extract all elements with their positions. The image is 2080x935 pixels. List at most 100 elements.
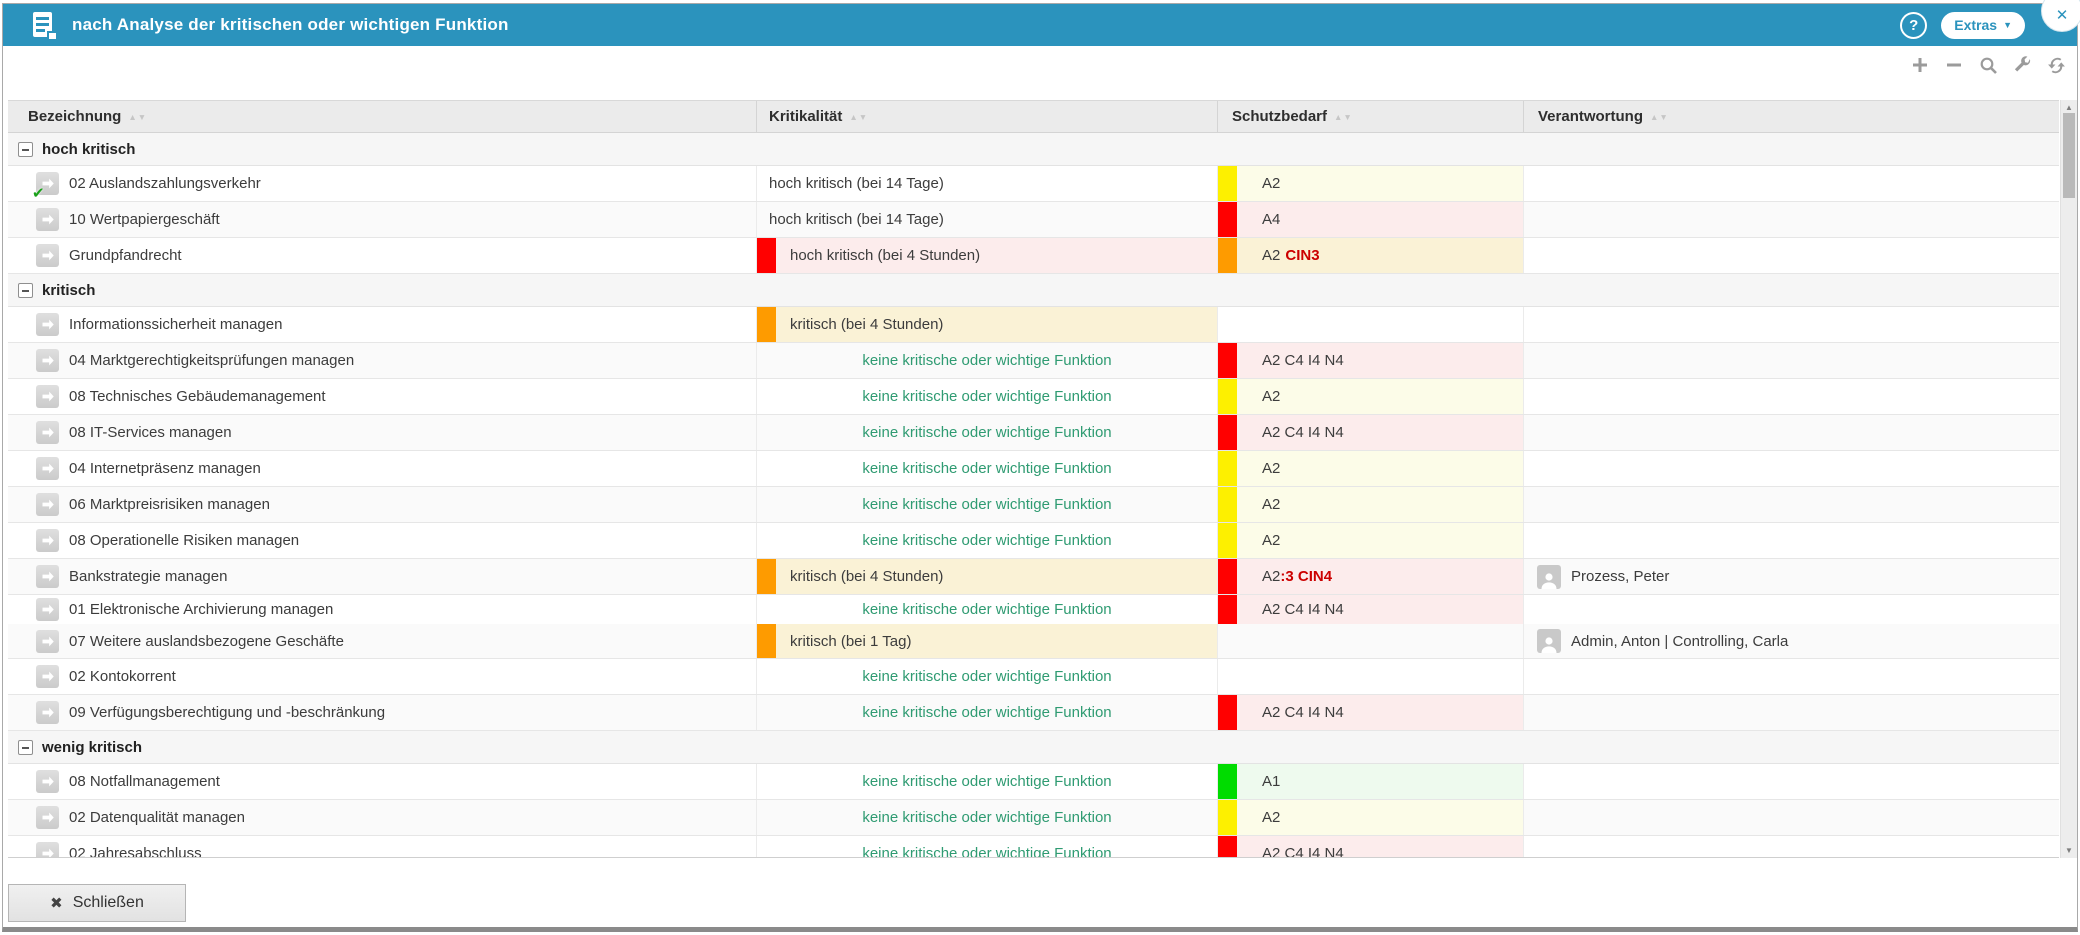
table-row[interactable]: 02 Auslandszahlungsverkehr hoch kritisch…: [8, 166, 2059, 202]
criticality-flag: [757, 624, 776, 658]
schutzbedarf-cell: A4: [1218, 202, 1524, 237]
verantwortung-cell: [1524, 487, 2059, 522]
table-row[interactable]: 04 Internetpräsenz managen keine kritisc…: [8, 451, 2059, 487]
process-icon: [36, 665, 59, 688]
criticality-text: kritisch (bei 1 Tag): [790, 632, 912, 650]
extras-button[interactable]: Extras ▼: [1941, 11, 2025, 39]
protection-text: A2: [1262, 532, 1281, 549]
column-header-verantwortung[interactable]: Verantwortung: [1524, 101, 2059, 132]
verantwortung-cell: [1524, 836, 2059, 857]
schliessen-button[interactable]: ✖ Schließen: [8, 884, 186, 922]
schutzbedarf-cell: A2 C4 I4 N4: [1218, 836, 1524, 857]
process-icon: [36, 349, 59, 372]
scrollbar-thumb[interactable]: [2063, 113, 2075, 198]
protection-text: A1: [1262, 773, 1281, 790]
plus-icon: [1913, 58, 1927, 72]
protection-flag: [1218, 523, 1237, 558]
table-row[interactable]: 04 Marktgerechtigkeitsprüfungen managen …: [8, 343, 2059, 379]
table-row[interactable]: Informationssicherheit managen kritisch …: [8, 307, 2059, 343]
help-button[interactable]: ?: [1900, 11, 1928, 39]
protection-text: A2: [1262, 568, 1281, 585]
sort-icons[interactable]: [849, 112, 868, 122]
help-icon: ?: [1909, 16, 1919, 34]
protection-text: A4: [1262, 211, 1281, 228]
collapse-icon[interactable]: [18, 739, 33, 755]
table-row[interactable]: 08 IT-Services managen keine kritische o…: [8, 415, 2059, 451]
add-row-button[interactable]: [1909, 54, 1931, 76]
verantwortung-cell: [1524, 695, 2059, 730]
table-row[interactable]: Bankstrategie managen kritisch (bei 4 St…: [8, 559, 2059, 595]
sort-icons[interactable]: [1650, 112, 1669, 122]
kritikalitaet-cell: keine kritische oder wichtige Funktion: [757, 836, 1218, 857]
column-header-schutzbedarf[interactable]: Schutzbedarf: [1218, 101, 1524, 132]
scroll-down-icon[interactable]: ▼: [2065, 846, 2073, 855]
collapse-icon[interactable]: [18, 282, 33, 298]
protection-flag: [1218, 559, 1237, 594]
table-row[interactable]: Grundpfandrecht hoch kritisch (bei 4 Stu…: [8, 238, 2059, 274]
row-label: 07 Weitere auslandsbezogene Geschäfte: [69, 632, 344, 650]
schutzbedarf-cell: A2 C4 I4 N4: [1218, 595, 1524, 624]
protection-text: A2: [1262, 496, 1281, 513]
table-row[interactable]: 09 Verfügungsberechtigung und -beschränk…: [8, 695, 2059, 731]
protection-flag: [1218, 595, 1237, 624]
table-row[interactable]: 06 Marktpreisrisiken managen keine kriti…: [8, 487, 2059, 523]
remove-row-button[interactable]: [1943, 54, 1965, 76]
vertical-scrollbar[interactable]: ▲ ▼: [2060, 100, 2077, 858]
protection-extra-text: CIN3: [1285, 247, 1320, 264]
refresh-button[interactable]: [2045, 54, 2067, 76]
protection-text: A2: [1262, 247, 1281, 264]
table-row[interactable]: 07 Weitere auslandsbezogene Geschäfte kr…: [8, 624, 2059, 659]
kritikalitaet-cell: keine kritische oder wichtige Funktion: [757, 659, 1218, 694]
table-row[interactable]: 02 Datenqualität managen keine kritische…: [8, 800, 2059, 836]
group-row[interactable]: hoch kritisch: [8, 133, 2059, 166]
group-row[interactable]: kritisch: [8, 274, 2059, 307]
sort-icons[interactable]: [128, 112, 147, 122]
verantwortung-cell: [1524, 166, 2059, 201]
table-row[interactable]: 08 Notfallmanagement keine kritische ode…: [8, 764, 2059, 800]
row-label: 08 Technisches Gebäudemanagement: [69, 388, 326, 405]
bezeichnung-cell: 04 Internetpräsenz managen: [8, 451, 757, 486]
kritikalitaet-cell: keine kritische oder wichtige Funktion: [757, 487, 1218, 522]
row-label: 06 Marktpreisrisiken managen: [69, 496, 270, 513]
table-row[interactable]: 02 Jahresabschluss keine kritische oder …: [8, 836, 2059, 857]
search-button[interactable]: [1977, 54, 1999, 76]
schutzbedarf-cell: A2: [1218, 523, 1524, 558]
protection-flag: [1218, 487, 1237, 522]
criticality-flag: [757, 559, 776, 594]
process-icon: [36, 457, 59, 480]
column-header-kritikalitaet[interactable]: Kritikalität: [757, 101, 1218, 132]
schutzbedarf-cell: A2 C4 I4 N4: [1218, 695, 1524, 730]
schutzbedarf-cell: [1218, 624, 1524, 658]
bezeichnung-cell: 08 Notfallmanagement: [8, 764, 757, 799]
person-icon: [1537, 629, 1561, 653]
protection-text: A2 C4 I4 N4: [1262, 601, 1344, 618]
verantwortung-cell: [1524, 523, 2059, 558]
verantwortung-cell: [1524, 659, 2059, 694]
scroll-up-icon[interactable]: ▲: [2065, 103, 2073, 112]
process-icon: [36, 529, 59, 552]
criticality-text: kritisch (bei 4 Stunden): [790, 568, 944, 585]
process-icon: [36, 701, 59, 724]
process-icon: [36, 244, 59, 267]
criticality-text: keine kritische oder wichtige Funktion: [862, 424, 1112, 441]
table-row[interactable]: 08 Technisches Gebäudemanagement keine k…: [8, 379, 2059, 415]
criticality-text: keine kritische oder wichtige Funktion: [862, 388, 1112, 405]
kritikalitaet-cell: keine kritische oder wichtige Funktion: [757, 379, 1218, 414]
bezeichnung-cell: 09 Verfügungsberechtigung und -beschränk…: [8, 695, 757, 730]
table-row[interactable]: 01 Elektronische Archivierung managen ke…: [8, 595, 2059, 624]
person-icon: [1537, 564, 1561, 589]
close-button[interactable]: ✕: [2041, 0, 2080, 32]
criticality-text: keine kritische oder wichtige Funktion: [862, 601, 1112, 618]
kritikalitaet-cell: keine kritische oder wichtige Funktion: [757, 695, 1218, 730]
table-body: hoch kritisch 02 Auslandszahlungsverkehr…: [8, 133, 2059, 858]
group-row[interactable]: wenig kritisch: [8, 731, 2059, 764]
collapse-icon[interactable]: [18, 141, 33, 157]
table-row[interactable]: 10 Wertpapiergeschäft hoch kritisch (bei…: [8, 202, 2059, 238]
column-header-bezeichnung[interactable]: Bezeichnung: [8, 101, 757, 132]
protection-flag: [1218, 166, 1237, 201]
table-row[interactable]: 08 Operationelle Risiken managen keine k…: [8, 523, 2059, 559]
settings-button[interactable]: [2011, 54, 2033, 76]
table-row[interactable]: 02 Kontokorrent keine kritische oder wic…: [8, 659, 2059, 695]
sort-icons[interactable]: [1334, 112, 1353, 122]
verantwortung-cell: [1524, 800, 2059, 835]
